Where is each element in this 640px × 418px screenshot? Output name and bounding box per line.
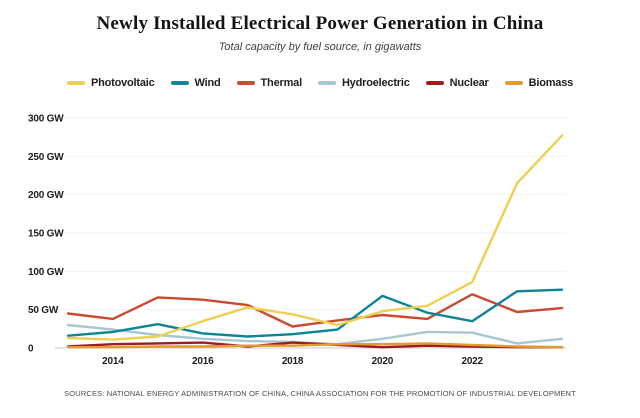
x-axis-tick-label: 2018 <box>282 356 304 367</box>
x-axis-tick-label: 2020 <box>372 356 394 367</box>
legend-swatch-icon <box>236 81 255 85</box>
chart-subtitle: Total capacity by fuel source, in gigawa… <box>218 41 422 53</box>
legend-label: Hydroelectric <box>341 77 410 89</box>
legend-label: Thermal <box>260 77 303 89</box>
legend-item-hydroelectric: Hydroelectric <box>317 77 410 89</box>
legend-item-photovoltaic: Photovoltaic <box>66 77 155 89</box>
legend-swatch-icon <box>504 81 523 85</box>
y-axis-tick-label: 250 GW <box>28 152 64 163</box>
x-axis-tick-label: 2022 <box>461 356 483 367</box>
source-note: SOURCES: NATIONAL ENERGY ADMINISTRATION … <box>64 389 576 398</box>
x-axis-tick-label: 2014 <box>102 356 124 367</box>
y-axis-tick-label: 150 GW <box>28 229 64 240</box>
y-axis-tick-label: 50 GW <box>28 305 59 316</box>
legend-label: Biomass <box>528 77 574 89</box>
legend-swatch-icon <box>317 81 336 85</box>
series-line-wind <box>66 288 564 338</box>
y-axis-tick-label: 100 GW <box>28 267 64 278</box>
series-line-photovoltaic <box>66 134 564 341</box>
legend-label: Nuclear <box>449 77 489 89</box>
legend-swatch-icon <box>425 81 444 85</box>
x-axis-tick-label: 2016 <box>192 356 214 367</box>
legend-item-wind: Wind <box>170 77 221 89</box>
legend-label: Photovoltaic <box>90 77 155 89</box>
chart-title: Newly Installed Electrical Power Generat… <box>96 13 544 34</box>
legend-swatch-icon <box>66 81 85 85</box>
legend-item-thermal: Thermal <box>236 77 303 89</box>
series-line-biomass <box>66 342 564 349</box>
series-line-thermal <box>66 293 564 328</box>
y-axis-tick-label: 0 <box>28 344 34 355</box>
legend: Photovoltaic Wind Thermal Hydroelectric Nucl… <box>0 77 640 89</box>
legend-label: Wind <box>194 77 221 89</box>
legend-swatch-icon <box>170 81 189 85</box>
y-axis-tick-label: 300 GW <box>28 114 64 125</box>
y-axis-tick-label: 200 GW <box>28 190 64 201</box>
legend-item-biomass: Biomass <box>504 77 574 89</box>
legend-item-nuclear: Nuclear <box>425 77 489 89</box>
